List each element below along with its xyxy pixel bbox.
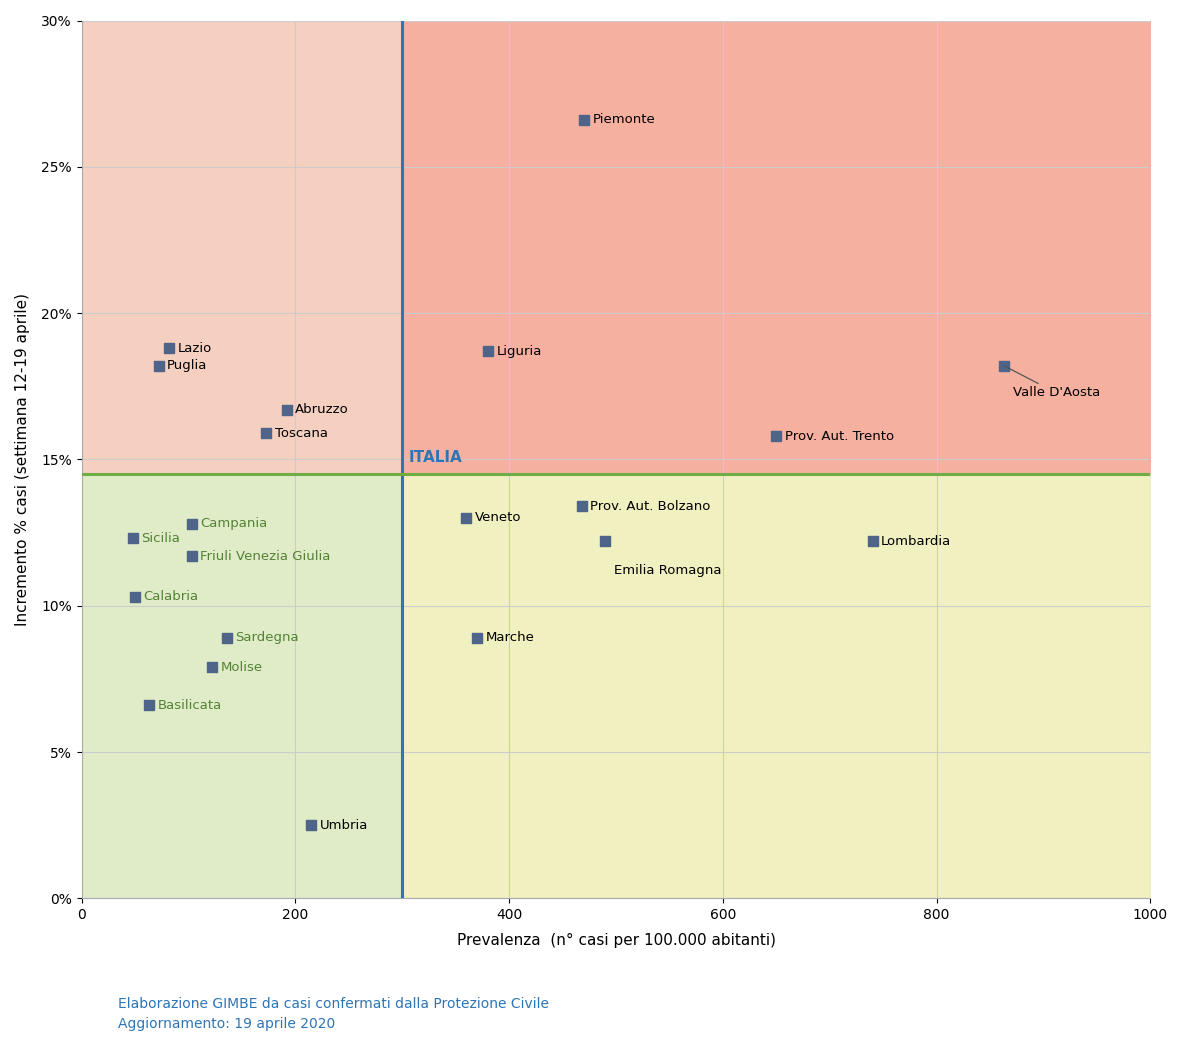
- Text: Marche: Marche: [485, 631, 535, 645]
- Text: Lombardia: Lombardia: [881, 535, 951, 548]
- Point: [995, 357, 1014, 374]
- Text: ITALIA: ITALIA: [408, 450, 463, 465]
- Text: Puglia: Puglia: [167, 359, 207, 373]
- Text: Elaborazione GIMBE da casi confermati dalla Protezione Civile
Aggiornamento: 19 : Elaborazione GIMBE da casi confermati da…: [118, 997, 549, 1031]
- Point: [125, 588, 144, 605]
- Text: Valle D'Aosta: Valle D'Aosta: [1004, 365, 1100, 399]
- Point: [160, 340, 179, 357]
- Point: [457, 510, 476, 527]
- X-axis label: Prevalenza  (n° casi per 100.000 abitanti): Prevalenza (n° casi per 100.000 abitanti…: [457, 933, 776, 949]
- Point: [575, 112, 594, 129]
- Point: [140, 697, 159, 714]
- Text: Sicilia: Sicilia: [142, 532, 180, 544]
- Text: Calabria: Calabria: [143, 591, 199, 603]
- Point: [864, 533, 883, 550]
- Text: Prov. Aut. Trento: Prov. Aut. Trento: [784, 429, 894, 443]
- Point: [257, 425, 276, 442]
- Text: Toscana: Toscana: [274, 426, 328, 440]
- Text: Prov. Aut. Bolzano: Prov. Aut. Bolzano: [590, 499, 711, 513]
- Point: [302, 817, 321, 833]
- Point: [478, 342, 497, 359]
- Point: [767, 427, 786, 444]
- Y-axis label: Incremento % casi (settimana 12-19 aprile): Incremento % casi (settimana 12-19 april…: [15, 293, 30, 626]
- Point: [182, 548, 201, 564]
- Point: [467, 629, 486, 646]
- Text: Molise: Molise: [220, 661, 263, 673]
- Text: Campania: Campania: [200, 517, 267, 531]
- Point: [596, 533, 615, 550]
- Text: Piemonte: Piemonte: [593, 113, 655, 127]
- Text: Abruzzo: Abruzzo: [296, 403, 349, 417]
- Text: Emilia Romagna: Emilia Romagna: [614, 564, 722, 577]
- Point: [218, 629, 237, 646]
- Text: Liguria: Liguria: [497, 344, 542, 358]
- Point: [182, 515, 201, 532]
- Point: [202, 659, 221, 675]
- Point: [123, 530, 142, 547]
- Text: Umbria: Umbria: [319, 819, 368, 831]
- Text: Veneto: Veneto: [474, 512, 522, 525]
- Text: Basilicata: Basilicata: [157, 698, 221, 712]
- Point: [149, 357, 168, 374]
- Point: [573, 498, 592, 515]
- Text: Lazio: Lazio: [177, 341, 212, 355]
- Text: Sardegna: Sardegna: [235, 631, 299, 645]
- Text: Friuli Venezia Giulia: Friuli Venezia Giulia: [200, 550, 330, 562]
- Point: [277, 401, 296, 418]
